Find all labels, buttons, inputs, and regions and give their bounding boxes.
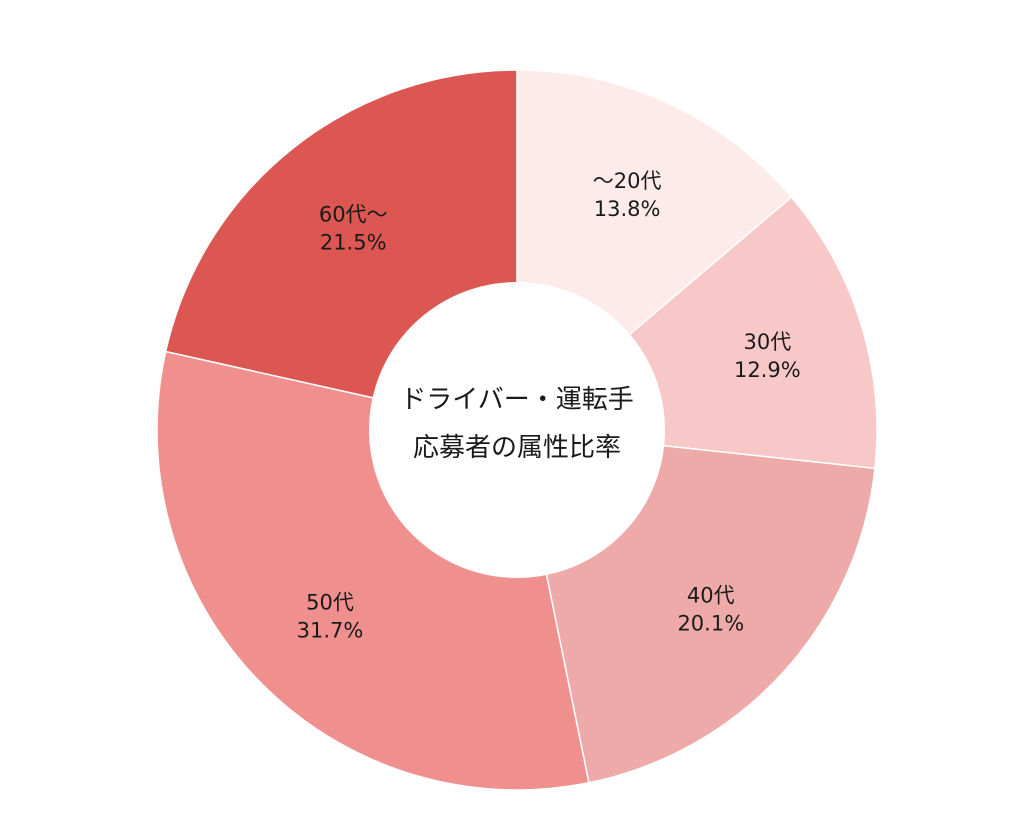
donut-hole <box>369 282 665 578</box>
slice-value-label-3: 31.7% <box>297 619 364 643</box>
slice-labels-group: ～20代 13.8% 30代 12.9% 40代 20.1% 50代 31.7% 60代～ 21.… <box>297 169 801 642</box>
slice-category-label-2: 40代 <box>687 583 735 607</box>
slice-category-label-4: 60代～ <box>319 203 388 227</box>
slice-category-label-1: 30代 <box>744 330 792 354</box>
slice-value-label-0: 13.8% <box>594 197 661 221</box>
center-title-line-2: 応募者の属性比率 <box>413 433 621 463</box>
slice-value-label-4: 21.5% <box>320 231 387 255</box>
slice-value-label-2: 20.1% <box>677 611 744 635</box>
slice-category-label-0: ～20代 <box>593 169 662 193</box>
slice-value-label-1: 12.9% <box>734 358 801 382</box>
center-title-line-1: ドライバー・運転手 <box>400 385 633 415</box>
slice-category-label-3: 50代 <box>306 591 354 615</box>
